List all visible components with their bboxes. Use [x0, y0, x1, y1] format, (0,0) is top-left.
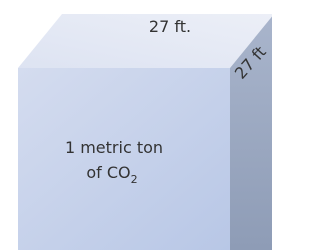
- top-dimension: 27 ft.: [149, 17, 191, 36]
- cube-diagram: 27 ft. 27 ft 1 metric ton of CO2: [0, 0, 272, 250]
- cube-top: [18, 14, 272, 68]
- content-line2-text: of CO: [86, 163, 130, 182]
- content-subscript: 2: [131, 173, 138, 186]
- content-line1: 1 metric ton: [65, 138, 163, 157]
- cube-front: [18, 68, 230, 250]
- page: 27 ft. 27 ft 1 metric ton of CO2 (() => …: [0, 0, 320, 250]
